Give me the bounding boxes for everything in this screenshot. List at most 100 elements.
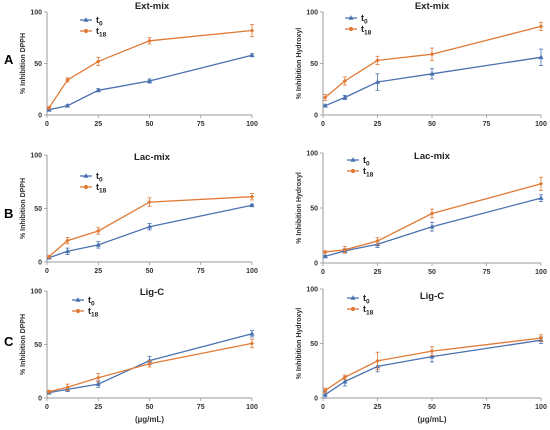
series-t18 (322, 176, 544, 255)
y-tick-label: 0 (38, 260, 42, 267)
legend-entry-t0: t0 (80, 171, 103, 184)
panel-title: Lig-C (420, 291, 444, 302)
data-point (65, 385, 70, 390)
x-tick-label: 100 (535, 121, 547, 128)
data-point (342, 375, 347, 380)
data-point (64, 102, 71, 108)
data-point (429, 52, 435, 57)
y-tick-label: 100 (306, 151, 318, 158)
panel-title: Lac-mix (134, 152, 171, 163)
legend-entry-t18: t18 (347, 304, 374, 317)
legend-marker (350, 168, 356, 174)
legend-label: t18 (88, 306, 99, 319)
series-t18 (322, 334, 544, 393)
data-point (249, 194, 255, 199)
chart-panel-5: 0 25 50 75 100 0 50 100 Lig-C % Inhibition DPPH (µ… (20, 287, 258, 424)
data-point (429, 353, 435, 359)
data-point (146, 78, 153, 83)
data-point (538, 195, 544, 200)
legend-label-subscript: 18 (99, 188, 107, 195)
legend-label-subscript: 18 (91, 312, 99, 319)
x-tick-label: 0 (321, 121, 325, 128)
x-axis-label: (µg/mL) (417, 415, 446, 424)
legend-label: t0 (88, 295, 95, 308)
data-point (342, 94, 348, 100)
legend-label-subscript: 18 (99, 32, 107, 39)
data-point (96, 59, 101, 64)
data-point (147, 361, 152, 366)
legend-label-subscript: 0 (99, 177, 103, 184)
panel-title: Lig-C (140, 287, 164, 298)
legend-label-subscript: 18 (366, 172, 374, 179)
x-tick-label: 25 (374, 404, 382, 411)
x-tick-label: 0 (321, 269, 325, 276)
legend-marker (83, 28, 89, 34)
series-t0 (322, 336, 544, 399)
legend-marker (350, 306, 356, 312)
data-point (375, 358, 380, 364)
chart-panel-6: 0 25 50 75 100 0 50 100 Lig-C % Inhibition Hydrox… (296, 287, 547, 425)
data-point (429, 348, 435, 354)
series-t0 (322, 48, 544, 108)
data-point (95, 242, 101, 247)
y-axis-label: % Inhibition Hydroxyl (296, 308, 303, 380)
x-tick-label: 75 (483, 121, 491, 128)
y-tick-label: 50 (34, 61, 42, 68)
x-tick-label: 25 (374, 269, 382, 276)
legend-label: t0 (363, 293, 370, 306)
x-tick-label: 25 (374, 121, 382, 128)
data-point (538, 24, 544, 29)
data-point (147, 199, 152, 205)
series-t0 (46, 202, 255, 260)
chart-panel-2: 0 25 50 75 100 0 50 100 Ext-mix % Inhibition Hydr… (296, 1, 547, 128)
legend-label: t18 (363, 166, 374, 179)
legend-label: t18 (363, 304, 374, 317)
x-tick-label: 0 (45, 404, 49, 411)
series-t0 (322, 194, 544, 259)
legend-marker (83, 173, 89, 178)
y-axis-label: % Inhibition DPPH (20, 178, 27, 239)
x-tick-label: 50 (146, 404, 154, 411)
x-tick-label: 75 (483, 269, 491, 276)
y-tick-label: 0 (314, 396, 318, 403)
data-point (322, 253, 328, 259)
x-tick-label: 75 (197, 121, 205, 128)
legend-entry-t18: t18 (80, 26, 107, 39)
legend-entry-t0: t0 (72, 295, 95, 308)
x-tick-label: 0 (45, 121, 49, 128)
y-tick-label: 0 (38, 113, 42, 120)
series-line-t0 (48, 204, 253, 259)
series-line-t18 (48, 29, 253, 109)
data-point (538, 335, 544, 341)
y-tick-label: 100 (306, 10, 318, 17)
data-point (322, 249, 328, 255)
row-label-a: A (4, 52, 14, 67)
x-tick-label: 100 (246, 121, 258, 128)
legend-marker (75, 297, 81, 302)
legend-label-subscript: 18 (364, 30, 372, 37)
legend-entry-t18: t18 (347, 166, 374, 179)
y-tick-label: 100 (30, 10, 42, 17)
legend-marker (350, 295, 356, 300)
series-t18 (46, 193, 255, 259)
series-line-t0 (324, 339, 542, 396)
y-tick-label: 50 (310, 341, 318, 348)
data-point (322, 391, 328, 397)
legend-marker (83, 17, 89, 22)
legend-label-subscript: 0 (364, 19, 368, 26)
data-point (538, 181, 544, 186)
legend-label: t0 (361, 13, 368, 26)
data-point (249, 341, 255, 346)
x-tick-label: 75 (197, 268, 205, 275)
y-tick-label: 100 (30, 153, 42, 160)
y-axis-label: % Inhibition DPPH (20, 33, 27, 94)
row-label-c: C (4, 334, 14, 349)
data-point (342, 247, 347, 252)
legend-label: t18 (96, 26, 107, 39)
data-point (249, 331, 255, 336)
legend-label: t0 (363, 155, 370, 168)
data-point (249, 202, 255, 208)
legend-marker (350, 157, 356, 162)
data-point (146, 223, 153, 229)
y-tick-label: 50 (34, 206, 42, 213)
